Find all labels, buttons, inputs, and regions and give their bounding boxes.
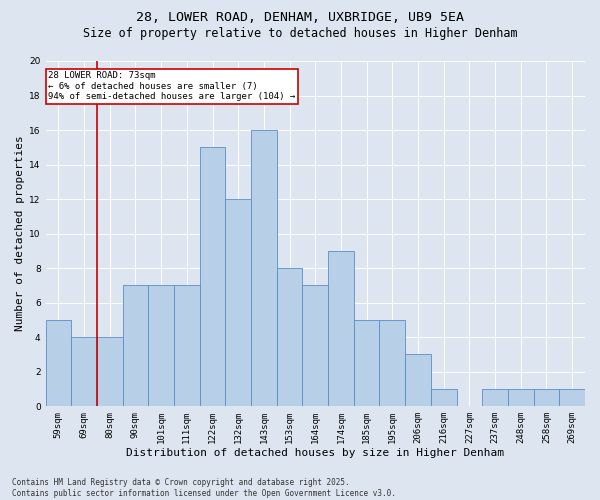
Bar — [354, 320, 379, 406]
Bar — [302, 286, 328, 406]
Bar — [328, 251, 354, 406]
Text: 28 LOWER ROAD: 73sqm
← 6% of detached houses are smaller (7)
94% of semi-detache: 28 LOWER ROAD: 73sqm ← 6% of detached ho… — [48, 72, 295, 101]
Bar — [559, 389, 585, 406]
Y-axis label: Number of detached properties: Number of detached properties — [15, 136, 25, 332]
Bar — [122, 286, 148, 406]
Bar — [533, 389, 559, 406]
Text: Size of property relative to detached houses in Higher Denham: Size of property relative to detached ho… — [83, 27, 517, 40]
Bar — [431, 389, 457, 406]
X-axis label: Distribution of detached houses by size in Higher Denham: Distribution of detached houses by size … — [126, 448, 504, 458]
Bar — [71, 337, 97, 406]
Bar — [148, 286, 174, 406]
Bar — [174, 286, 200, 406]
Text: Contains HM Land Registry data © Crown copyright and database right 2025.
Contai: Contains HM Land Registry data © Crown c… — [12, 478, 396, 498]
Bar — [379, 320, 405, 406]
Bar — [46, 320, 71, 406]
Bar — [251, 130, 277, 406]
Bar — [200, 148, 226, 406]
Bar — [482, 389, 508, 406]
Bar — [277, 268, 302, 406]
Text: 28, LOWER ROAD, DENHAM, UXBRIDGE, UB9 5EA: 28, LOWER ROAD, DENHAM, UXBRIDGE, UB9 5E… — [136, 11, 464, 24]
Bar — [97, 337, 122, 406]
Bar — [405, 354, 431, 406]
Bar — [508, 389, 533, 406]
Bar — [226, 199, 251, 406]
